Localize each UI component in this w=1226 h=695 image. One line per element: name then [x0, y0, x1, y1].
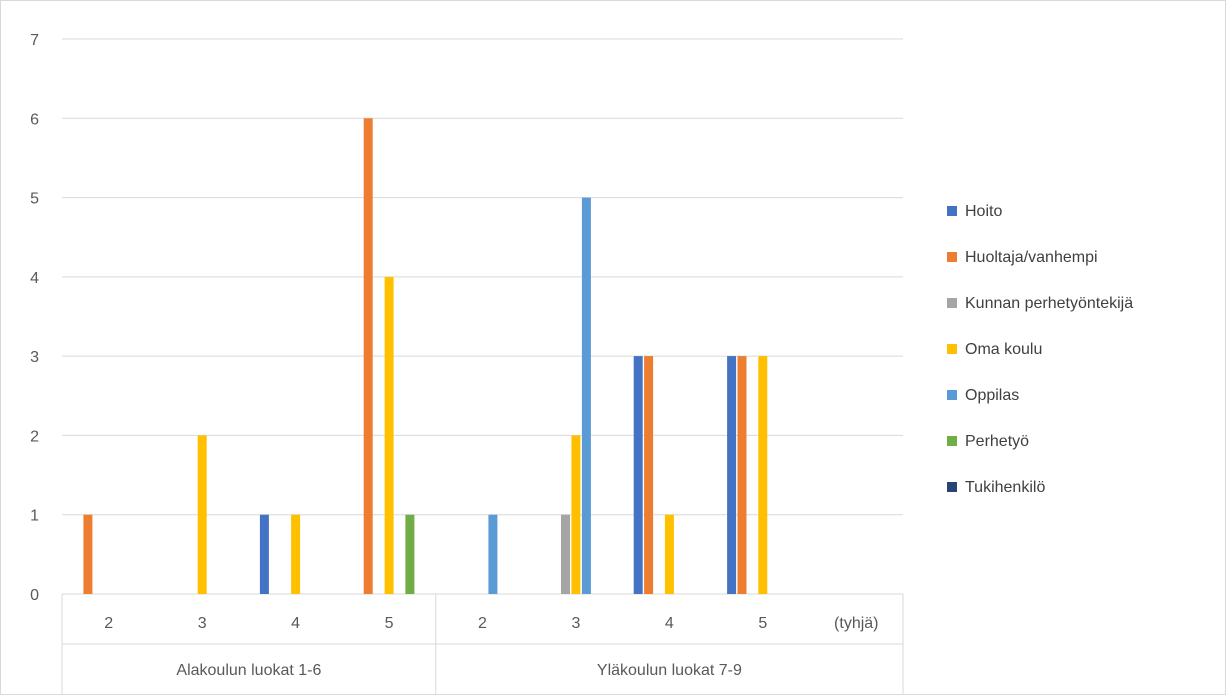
bar-hoito — [633, 356, 643, 594]
y-tick-label: 1 — [30, 508, 39, 525]
legend-label: Tukihenkilö — [965, 479, 1045, 496]
x-tick-label: 3 — [198, 615, 207, 632]
legend-label: Oma koulu — [965, 341, 1042, 358]
bar-oppilas — [581, 197, 591, 594]
legend-swatch — [947, 298, 957, 308]
y-tick-label: 3 — [30, 349, 39, 366]
bar-huoltaja-vanhempi — [83, 514, 93, 594]
bar-hoito — [727, 356, 737, 594]
y-tick-label: 2 — [30, 428, 39, 445]
x-tick-label: 4 — [291, 615, 300, 632]
y-tick-label: 6 — [30, 111, 39, 128]
x-group-label: Yläkoulun luokat 7-9 — [597, 662, 742, 679]
x-tick-label: 2 — [478, 615, 487, 632]
legend-label: Kunnan perhetyöntekijä — [965, 295, 1133, 312]
bar-oppilas — [488, 514, 498, 594]
bar-oma-koulu — [291, 514, 301, 594]
legend-swatch — [947, 252, 957, 262]
bar-huoltaja-vanhempi — [363, 118, 373, 595]
legend-label: Perhetyö — [965, 433, 1029, 450]
legend-swatch — [947, 344, 957, 354]
bar-oma-koulu — [384, 276, 394, 594]
x-tick-label: (tyhjä) — [834, 615, 878, 632]
y-tick-label: 7 — [30, 32, 39, 49]
x-tick-label: 2 — [104, 615, 113, 632]
legend-label: Huoltaja/vanhempi — [965, 249, 1098, 266]
bar-oma-koulu — [758, 356, 768, 594]
x-tick-label: 3 — [571, 615, 580, 632]
legend-label: Hoito — [965, 203, 1002, 220]
bar-kunnan-perhety-ntekij- — [561, 514, 570, 594]
legend-swatch — [947, 482, 957, 492]
y-tick-label: 4 — [30, 270, 39, 287]
bar-hoito — [259, 514, 269, 594]
legend-swatch — [947, 436, 957, 446]
legend-label: Oppilas — [965, 387, 1019, 404]
x-tick-label: 5 — [385, 615, 394, 632]
bar-oma-koulu — [571, 435, 581, 594]
y-tick-label: 0 — [30, 587, 39, 604]
bar-huoltaja-vanhempi — [644, 356, 654, 594]
x-tick-label: 4 — [665, 615, 674, 632]
bar-oma-koulu — [664, 514, 674, 594]
legend-swatch — [947, 390, 957, 400]
y-tick-label: 5 — [30, 191, 39, 208]
bar-huoltaja-vanhempi — [737, 356, 747, 594]
legend-swatch — [947, 206, 957, 216]
bar-oma-koulu — [197, 435, 207, 594]
x-group-label: Alakoulun luokat 1-6 — [176, 662, 321, 679]
bar-perhety- — [405, 514, 415, 594]
x-tick-label: 5 — [758, 615, 767, 632]
